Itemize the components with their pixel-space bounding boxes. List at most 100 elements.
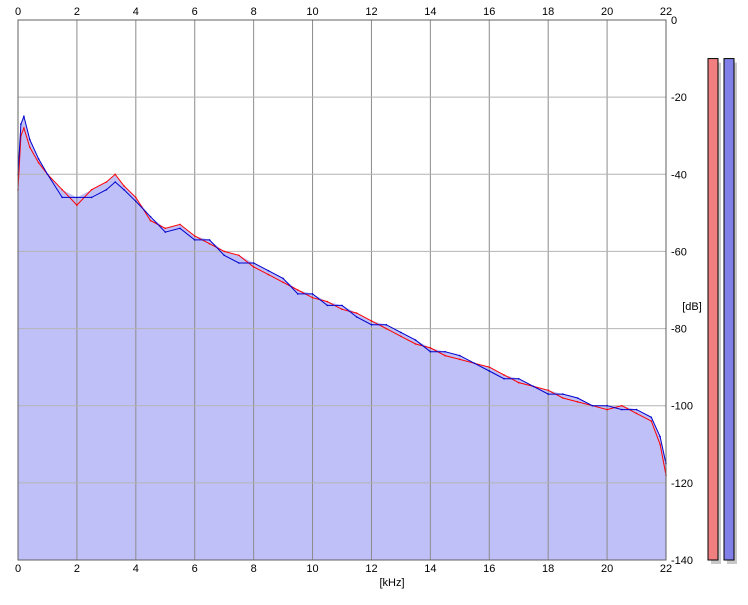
data-point (355, 312, 358, 314)
data-point (164, 231, 167, 233)
data-point (517, 381, 520, 384)
data-point (621, 404, 623, 407)
x-tick-label-top: 8 (251, 6, 257, 18)
x-tick-label-top: 22 (660, 6, 672, 18)
data-point (238, 262, 240, 264)
data-point (179, 227, 181, 230)
right-level-meter (723, 58, 735, 561)
data-point (659, 435, 661, 438)
data-point (76, 204, 78, 206)
data-point (488, 366, 491, 368)
data-point (503, 374, 505, 376)
data-point (223, 250, 225, 253)
x-tick-label-bottom: 8 (251, 563, 257, 575)
data-point (355, 316, 358, 318)
data-point (659, 443, 661, 446)
data-point (606, 404, 608, 407)
x-tick-label-top: 16 (483, 6, 495, 18)
data-point (164, 227, 167, 230)
data-point (591, 404, 594, 407)
data-point (23, 127, 25, 129)
data-point (459, 354, 461, 357)
data-point (208, 239, 211, 241)
data-point (135, 196, 137, 199)
data-point (76, 196, 78, 199)
data-point (114, 181, 116, 183)
data-point (90, 196, 93, 199)
x-tick-label-bottom: 22 (660, 563, 672, 575)
x-tick-label-top: 14 (424, 6, 436, 18)
data-point (459, 358, 461, 361)
data-point (223, 254, 225, 257)
data-point (444, 350, 446, 353)
data-point (193, 239, 196, 241)
data-point (61, 196, 63, 199)
data-point (267, 269, 270, 272)
y-axis-label: [dB] (682, 301, 702, 313)
data-point (90, 188, 93, 191)
plot-border (17, 19, 667, 561)
data-point (46, 173, 49, 176)
data-point (282, 277, 284, 280)
data-point (414, 343, 417, 345)
x-tick-label-top: 20 (601, 6, 613, 18)
data-point (238, 254, 240, 257)
data-point (400, 331, 402, 334)
x-tick-label-bottom: 20 (601, 563, 613, 575)
data-point (370, 320, 373, 322)
data-point (123, 185, 125, 187)
x-tick-label-top: 12 (365, 6, 377, 18)
x-tick-label-top: 2 (74, 6, 80, 18)
y-tick-label: -80 (671, 324, 687, 336)
data-point (576, 397, 579, 399)
y-tick-label: 0 (671, 15, 677, 27)
data-point (635, 408, 638, 411)
data-point (114, 173, 116, 176)
x-tick-label-bottom: 14 (424, 563, 436, 575)
data-point (252, 266, 255, 268)
data-point (297, 293, 299, 295)
y-tick-label: -20 (671, 92, 687, 104)
x-tick-label-bottom: 6 (192, 563, 198, 575)
data-point (20, 123, 22, 125)
data-point (297, 289, 299, 291)
data-point (473, 362, 476, 365)
data-point (488, 370, 491, 372)
data-point (532, 385, 535, 388)
data-point (621, 408, 623, 411)
data-point (341, 308, 343, 311)
data-point (29, 138, 31, 141)
data-point (105, 181, 108, 183)
data-point (385, 327, 388, 330)
data-point (326, 304, 329, 307)
data-point (267, 273, 270, 276)
x-tick-label-top: 18 (542, 6, 554, 18)
x-tick-label-bottom: 2 (74, 563, 80, 575)
data-point (650, 416, 653, 419)
data-point (37, 161, 40, 164)
data-point (311, 296, 314, 299)
data-point (635, 412, 638, 415)
data-point (23, 115, 25, 118)
data-point (429, 350, 432, 353)
left-level-meter (707, 58, 719, 561)
data-point (179, 223, 181, 226)
x-tick-label-bottom: 0 (15, 563, 21, 575)
data-point (370, 323, 373, 326)
x-axis-label: [kHz] (379, 577, 404, 589)
spectrum-fill (18, 116, 666, 561)
x-tick-label-bottom: 4 (133, 563, 139, 575)
data-point (414, 339, 417, 341)
data-point (135, 200, 137, 203)
x-tick-label-top: 6 (192, 6, 198, 18)
data-point (193, 235, 196, 237)
data-point (562, 397, 564, 399)
data-point (517, 377, 520, 380)
data-point (208, 242, 211, 245)
x-tick-label-bottom: 12 (365, 563, 377, 575)
y-tick-label: -60 (671, 246, 687, 258)
data-point (341, 304, 343, 307)
y-tick-label: -40 (671, 169, 687, 181)
